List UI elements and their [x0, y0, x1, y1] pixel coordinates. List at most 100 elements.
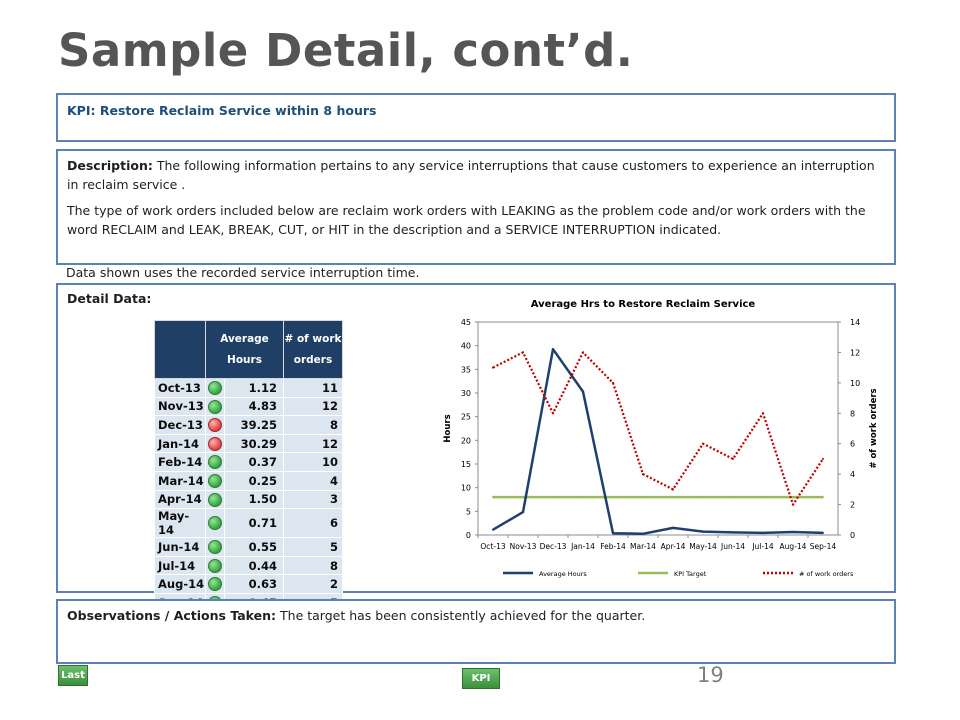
- row-work-orders: 8: [283, 555, 343, 576]
- data-point: [582, 351, 584, 354]
- y-tick-label: 20: [461, 436, 471, 445]
- y2-tick-label: 8: [850, 409, 855, 418]
- observations-panel: Observations / Actions Taken: The target…: [56, 599, 896, 664]
- table-header-row: Average Hours # of work orders: [154, 320, 343, 379]
- row-month: Nov-13: [154, 396, 206, 417]
- chart-title: Average Hrs to Restore Reclaim Service: [531, 299, 756, 310]
- y-tick-label: 45: [461, 318, 471, 327]
- row-average-hours: 39.25: [224, 415, 284, 435]
- row-month: Apr-14: [154, 489, 206, 510]
- status-indicator-cell: [205, 415, 225, 435]
- kpi-button[interactable]: KPI: [462, 668, 500, 689]
- data-point: [732, 457, 734, 460]
- row-work-orders: 6: [283, 508, 343, 539]
- x-tick-label: Aug-14: [780, 542, 807, 551]
- kpi-data-table: Average Hours # of work orders Oct-13 1.1…: [154, 320, 343, 613]
- x-tick-label: Jul-14: [751, 542, 774, 551]
- data-point: [642, 496, 644, 499]
- data-point: [522, 496, 524, 499]
- table-row: Jul-14 0.44 8: [154, 555, 343, 576]
- y2-tick-label: 0: [850, 531, 855, 540]
- data-point: [822, 531, 824, 534]
- status-red-icon: [208, 418, 222, 433]
- table-row: Oct-13 1.12 11: [154, 378, 343, 398]
- x-tick-label: Dec-13: [540, 542, 567, 551]
- table-row: Apr-14 1.50 3: [154, 489, 343, 510]
- row-average-hours: 0.44: [224, 555, 284, 576]
- row-average-hours: 0.37: [224, 452, 284, 472]
- table-row: Jan-14 30.29 12: [154, 433, 343, 454]
- observations-statement: Observations / Actions Taken: The target…: [67, 608, 645, 623]
- row-average-hours: 30.29: [224, 433, 284, 454]
- description-text-1: The following information pertains to an…: [67, 158, 875, 192]
- data-point: [702, 530, 704, 533]
- data-point: [582, 390, 584, 393]
- data-point: [672, 526, 674, 529]
- row-month: Feb-14: [154, 452, 206, 472]
- row-month: Oct-13: [154, 378, 206, 398]
- y-tick-label: 15: [461, 460, 471, 469]
- x-tick-label: Sep-14: [810, 542, 837, 551]
- row-work-orders: 3: [283, 489, 343, 510]
- table-row: May-14 0.71 6: [154, 508, 343, 539]
- slide-title: Sample Detail, cont’d.: [58, 24, 634, 77]
- row-average-hours: 0.55: [224, 537, 284, 557]
- series-line-work-orders: [492, 351, 824, 506]
- data-point: [612, 381, 614, 384]
- description-paragraph-2: The type of work orders included below a…: [67, 203, 866, 237]
- description-paragraph-1: Description: The following information p…: [67, 156, 885, 194]
- y2-tick-label: 4: [850, 470, 855, 479]
- row-work-orders: 11: [283, 378, 343, 398]
- series-line-average-hours: [492, 347, 824, 536]
- row-average-hours: 1.50: [224, 489, 284, 510]
- table-row: Jun-14 0.55 5: [154, 537, 343, 557]
- row-average-hours: 0.71: [224, 508, 284, 539]
- status-green-icon: [208, 577, 222, 592]
- legend-label: KPI Target: [674, 570, 707, 578]
- data-point: [762, 496, 764, 499]
- kpi-statement: KPI: Restore Reclaim Service within 8 ho…: [67, 103, 377, 118]
- data-point: [642, 473, 644, 476]
- status-green-icon: [208, 516, 222, 531]
- status-green-icon: [208, 492, 222, 507]
- status-red-icon: [208, 436, 222, 451]
- description-panel: Description: The following information p…: [56, 149, 896, 265]
- row-work-orders: 12: [283, 433, 343, 454]
- status-green-icon: [208, 381, 222, 396]
- row-average-hours: 1.12: [224, 378, 284, 398]
- y2-tick-label: 10: [850, 379, 860, 388]
- last-button[interactable]: Last: [58, 665, 88, 686]
- data-point: [492, 528, 494, 531]
- data-point: [612, 532, 614, 535]
- row-month: Jan-14: [154, 433, 206, 454]
- data-point: [552, 412, 554, 415]
- row-work-orders: 4: [283, 470, 343, 491]
- data-point: [492, 496, 494, 499]
- status-green-icon: [208, 558, 222, 573]
- table-row: Dec-13 39.25 8: [154, 415, 343, 435]
- x-tick-label: Nov-13: [510, 542, 537, 551]
- row-month: Aug-14: [154, 574, 206, 594]
- x-tick-label: Jun-14: [720, 542, 745, 551]
- data-point: [732, 531, 734, 534]
- status-indicator-cell: [205, 537, 225, 557]
- data-point: [612, 496, 614, 499]
- row-work-orders: 12: [283, 396, 343, 417]
- x-tick-label: Oct-13: [480, 542, 505, 551]
- y-tick-label: 25: [461, 413, 471, 422]
- row-month: Jul-14: [154, 555, 206, 576]
- table-header-work-orders: # of work orders: [283, 320, 343, 379]
- detail-label: Detail Data:: [67, 291, 152, 306]
- data-point: [822, 457, 824, 460]
- data-point: [552, 348, 554, 351]
- data-point: [792, 531, 794, 534]
- x-tick-label: Feb-14: [600, 542, 626, 551]
- y-tick-label: 0: [466, 531, 471, 540]
- row-work-orders: 8: [283, 415, 343, 435]
- x-tick-label: Apr-14: [661, 542, 686, 551]
- status-indicator-cell: [205, 470, 225, 491]
- table-row: Mar-14 0.25 4: [154, 470, 343, 491]
- status-indicator-cell: [205, 433, 225, 454]
- data-source-note: Data shown uses the recorded service int…: [66, 265, 420, 280]
- plot-area: [477, 321, 839, 536]
